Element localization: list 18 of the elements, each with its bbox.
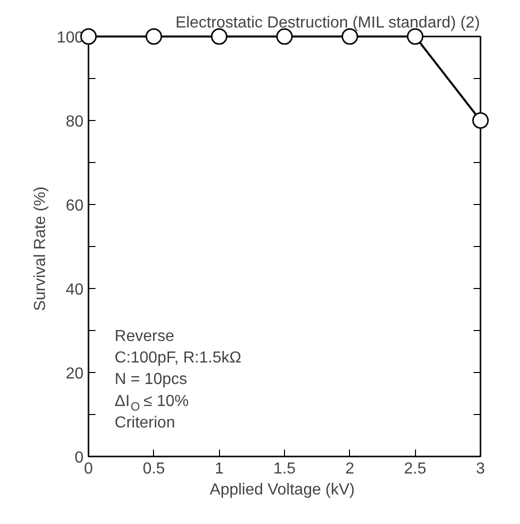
y-tick-label: 60	[66, 198, 84, 214]
x-tick-label: 2	[345, 460, 354, 478]
y-axis-title: Survival Rate (%)	[32, 186, 49, 311]
annotation: C:100pF, R:1.5kΩ	[114, 350, 242, 367]
annotation: N = 10pcs	[114, 371, 188, 388]
x-tick-label: 2.5	[404, 460, 426, 478]
y-tick-label: 40	[66, 282, 84, 298]
y-tick-label: 0	[74, 450, 84, 466]
x-tick-label: 1	[214, 460, 224, 478]
x-tick-label: 0.5	[142, 460, 166, 478]
annotation: Criterion	[114, 414, 176, 432]
y-tick-label: 80	[66, 114, 84, 130]
x-tick-label: 3	[476, 460, 486, 478]
chart-title: Electrostatic Destruction (MIL standard) (2)	[176, 14, 480, 32]
annotation: Reverse	[114, 328, 174, 345]
y-tick-label: 20	[66, 366, 84, 382]
x-tick-label: 1.5	[273, 460, 296, 478]
x-axis-title: Applied Voltage (kV)	[210, 482, 355, 498]
